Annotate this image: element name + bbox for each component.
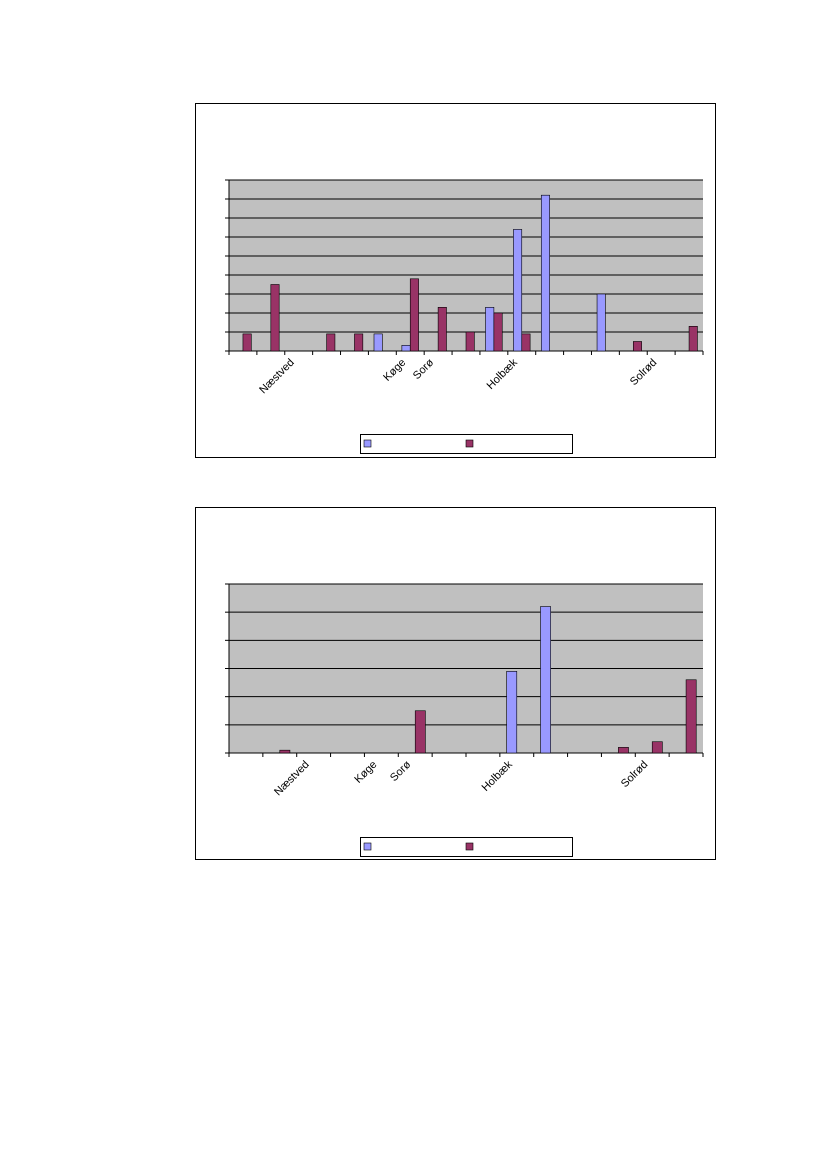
bar xyxy=(437,306,447,352)
bar xyxy=(279,749,291,754)
legend-swatch xyxy=(465,842,474,851)
bar xyxy=(685,679,697,754)
legend-swatch xyxy=(465,439,474,448)
bar xyxy=(485,306,495,352)
bar xyxy=(618,747,629,754)
bar xyxy=(354,333,364,352)
bar xyxy=(513,229,523,352)
legend-swatch xyxy=(363,439,372,448)
bar xyxy=(506,671,518,754)
bar xyxy=(409,278,419,352)
bar xyxy=(493,312,503,352)
legend-swatch xyxy=(363,842,372,851)
bar xyxy=(326,333,336,352)
bar xyxy=(414,710,426,754)
bar xyxy=(540,606,551,754)
bar xyxy=(401,344,411,352)
bar xyxy=(270,284,280,352)
bar xyxy=(688,325,698,352)
bar xyxy=(465,331,475,352)
bar xyxy=(242,333,252,352)
bar xyxy=(540,194,550,352)
bar xyxy=(373,333,383,352)
bar xyxy=(651,741,663,754)
bar xyxy=(632,341,642,352)
plot-area xyxy=(229,180,703,351)
bar xyxy=(521,333,531,352)
bar xyxy=(596,293,606,352)
